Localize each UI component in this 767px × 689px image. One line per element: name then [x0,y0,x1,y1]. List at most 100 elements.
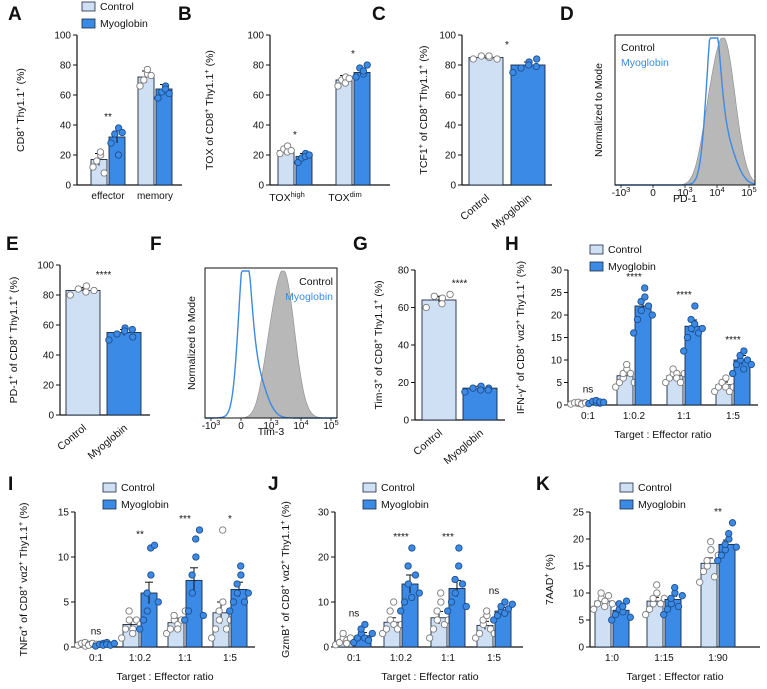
y-tick-label: 30 [318,508,330,519]
label-part: -10 [612,188,627,199]
x-tick-label: 1:90 [708,653,728,664]
data-point [642,610,650,619]
data-point [364,636,373,644]
significance-label: **** [452,278,468,289]
panel-label: B [178,4,192,25]
bar-control [65,290,101,416]
bar-control [421,299,457,421]
label-part: Tim-3 [373,383,385,410]
label-part: vα2 [515,324,527,344]
x-tick-label: memory [137,191,173,202]
legend-label-control: Control [121,482,155,494]
data-point [608,600,616,608]
label-part: (%) [204,50,216,69]
x-tick-label: 0 [238,421,244,432]
label-part: + [513,383,522,388]
data-point [623,360,631,369]
significance-label: ns [349,609,360,620]
y-axis-title: TNFα+ of CD8+ vα2+ Thy1.1+ (%) [16,502,31,656]
data-point [244,589,252,597]
data-point [129,629,137,638]
data-point [215,616,223,624]
x-tick-label: Control [458,192,492,223]
panel-label: K [536,474,550,495]
y-tick-label: 0 [65,181,71,192]
data-point [597,589,605,597]
label-part: TNFα [18,630,30,656]
data-point [208,634,216,642]
label-part: Thy1.1 [373,304,385,339]
label-part: TOX of CD8 [204,113,216,170]
significance-label: ns [583,385,594,396]
bar-control [335,79,353,186]
data-point [287,146,295,155]
y-axis-title: 7AAD+ (%) [542,554,557,605]
label-part: (%) [544,554,556,573]
y-axis-title: TOX of CD8+ Thy1.1+ (%) [202,50,217,170]
data-point [630,329,638,337]
x-tick-label: 1:0 [605,653,619,664]
x-tick-label: 104 [709,185,724,200]
data-point [444,607,452,615]
data-point [604,592,613,600]
data-point [334,82,342,90]
data-point [96,148,105,156]
data-point [140,76,148,84]
data-point [455,562,463,570]
data-point [136,625,144,633]
data-point [698,324,706,333]
data-point [219,526,227,534]
label-part: + [371,299,380,304]
data-point [215,607,223,615]
data-point [219,598,227,606]
data-point [740,365,748,373]
x-tick-label: 1:1 [677,411,691,422]
data-point [111,130,119,138]
y-tick-label: 40 [60,121,72,132]
data-point [429,625,438,633]
label-part: Thy1.1 [418,69,430,104]
y-tick-label: 20 [253,151,265,162]
legend-label-control: Control [100,1,134,13]
data-point [184,607,193,615]
legend-swatch-myoglobin [619,499,634,510]
data-point [368,629,376,638]
label-part: (%) [18,502,30,521]
y-tick-label: 20 [551,311,563,322]
data-point [740,347,748,355]
data-point [437,589,445,597]
data-point [404,580,412,588]
data-point [143,589,151,597]
data-point [240,598,249,606]
x-tick-label: 1:5 [223,653,237,664]
label-part: of CD8 [18,590,30,626]
x-axis-title: Tim-3 [258,426,285,438]
label-part: 5 [334,418,338,427]
label-part: 3 [626,185,630,194]
bar-myoglobin [106,332,142,416]
data-point [699,567,708,576]
significance-label: ** [104,112,112,123]
significance-label: ns [489,586,500,597]
data-point [105,336,113,344]
data-point [493,55,501,63]
legend-swatch-control [102,482,117,493]
panel-label: G [353,234,368,255]
y-tick-label: 100 [54,31,71,42]
data-point [622,597,631,605]
y-tick-label: 20 [398,378,410,389]
x-tick-superscript: dim [350,190,362,199]
significance-label: * [293,130,297,141]
data-point [714,556,722,565]
y-tick-label: 25 [573,508,585,519]
x-tick-label: -103 [202,418,221,433]
data-point [359,67,368,75]
y-tick-label: 5 [63,598,69,609]
data-point [461,388,469,396]
label-part: 10 [677,188,689,199]
label-part: + [278,520,287,525]
data-point [166,625,175,633]
label-part: + [278,584,287,589]
